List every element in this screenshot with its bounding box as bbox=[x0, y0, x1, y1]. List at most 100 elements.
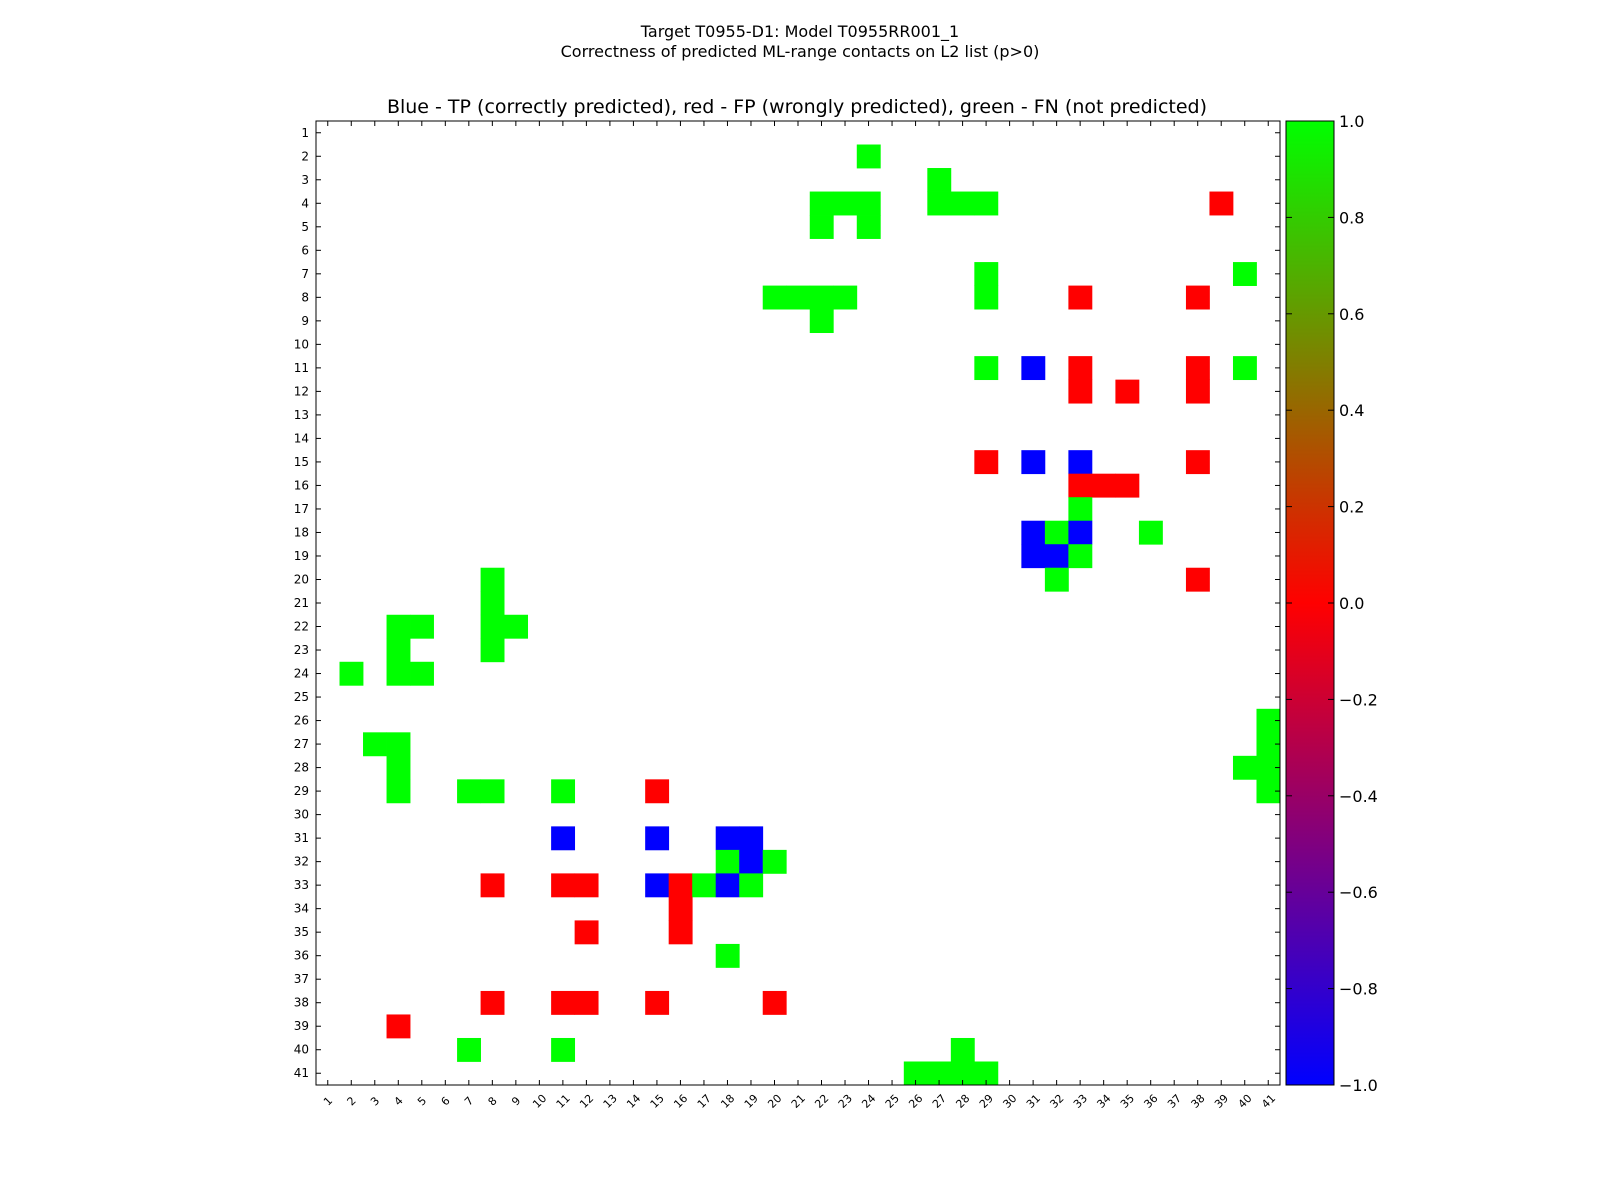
y-tick-label: 3 bbox=[301, 173, 309, 187]
heatmap-cell bbox=[551, 873, 576, 898]
heatmap-cell bbox=[645, 779, 670, 804]
y-tick-label: 30 bbox=[294, 808, 309, 822]
heatmap-cell bbox=[1044, 567, 1069, 592]
heatmap-cells bbox=[339, 144, 1281, 1086]
x-tick-label: 18 bbox=[718, 1092, 737, 1111]
x-tick-label: 2 bbox=[345, 1094, 359, 1108]
heatmap-cell bbox=[1256, 708, 1281, 733]
heatmap-cell bbox=[1232, 755, 1257, 780]
x-tick-label: 19 bbox=[742, 1092, 761, 1111]
colorbar-tick-label: −0.2 bbox=[1339, 690, 1378, 709]
heatmap-cell bbox=[480, 591, 505, 616]
heatmap-cell bbox=[386, 614, 411, 639]
heatmap-cell bbox=[551, 1037, 576, 1062]
heatmap-cell bbox=[645, 873, 670, 898]
heatmap-cell bbox=[386, 638, 411, 663]
y-tick-label: 35 bbox=[294, 925, 309, 939]
heatmap-cell bbox=[762, 849, 787, 874]
heatmap-cell bbox=[1185, 450, 1210, 475]
colorbar bbox=[1286, 121, 1334, 1085]
x-tick-label: 34 bbox=[1094, 1092, 1113, 1111]
heatmap-cell bbox=[1021, 356, 1046, 381]
x-tick-label: 25 bbox=[883, 1092, 902, 1111]
y-tick-label: 13 bbox=[294, 408, 309, 422]
y-tick-label: 19 bbox=[294, 549, 309, 563]
x-tick-label: 11 bbox=[554, 1092, 573, 1111]
y-tick-label: 6 bbox=[301, 243, 309, 257]
colorbar-tick-label: −0.4 bbox=[1339, 787, 1378, 806]
heatmap-cell bbox=[480, 990, 505, 1015]
x-tick-label: 4 bbox=[392, 1094, 406, 1108]
heatmap-cell bbox=[1068, 473, 1093, 498]
y-tick-label: 9 bbox=[301, 314, 309, 328]
x-tick-label: 6 bbox=[439, 1094, 453, 1108]
x-tick-label: 15 bbox=[648, 1092, 667, 1111]
x-tick-label: 7 bbox=[462, 1094, 476, 1108]
colorbar-tick-label: 0.6 bbox=[1339, 305, 1364, 324]
colorbar-tick-label: 0.4 bbox=[1339, 401, 1364, 420]
x-tick-label: 38 bbox=[1189, 1092, 1208, 1111]
y-tick-label: 37 bbox=[294, 972, 309, 986]
heatmap-cell bbox=[410, 614, 434, 639]
y-tick-label: 34 bbox=[294, 902, 309, 916]
x-tick-label: 23 bbox=[836, 1092, 855, 1111]
heatmap-cell bbox=[645, 990, 670, 1015]
heatmap-cell bbox=[480, 614, 505, 639]
x-tick-label: 5 bbox=[415, 1094, 429, 1108]
heatmap-cell bbox=[551, 826, 576, 851]
y-tick-label: 36 bbox=[294, 949, 309, 963]
x-tick-label: 10 bbox=[530, 1092, 549, 1111]
heatmap-cell bbox=[574, 873, 599, 898]
heatmap-cell bbox=[1256, 779, 1281, 804]
colorbar-tick-label: 0.0 bbox=[1339, 594, 1364, 613]
x-tick-label: 26 bbox=[906, 1092, 925, 1111]
heatmap-cell bbox=[739, 826, 764, 851]
y-tick-label: 41 bbox=[294, 1066, 309, 1080]
heatmap-cell bbox=[692, 873, 717, 898]
x-tick-label: 14 bbox=[624, 1092, 643, 1111]
y-tick-label: 5 bbox=[301, 220, 309, 234]
heatmap-cell bbox=[1068, 356, 1093, 381]
y-tick-label: 29 bbox=[294, 784, 309, 798]
heatmap-cell bbox=[386, 755, 411, 780]
y-tick-label: 25 bbox=[294, 690, 309, 704]
y-tick-label: 27 bbox=[294, 737, 309, 751]
x-tick-label: 30 bbox=[1000, 1092, 1019, 1111]
heatmap-cell bbox=[809, 309, 834, 334]
heatmap-cell bbox=[1091, 473, 1116, 498]
y-tick-label: 17 bbox=[294, 502, 309, 516]
heatmap-cell bbox=[410, 661, 434, 686]
heatmap-cell bbox=[386, 732, 411, 757]
heatmap-cell bbox=[833, 285, 858, 310]
heatmap-cell bbox=[386, 661, 411, 686]
y-tick-label: 33 bbox=[294, 878, 309, 892]
heatmap-cell bbox=[786, 285, 811, 310]
y-tick-label: 4 bbox=[301, 196, 309, 210]
heatmap-cell bbox=[668, 873, 693, 898]
y-tick-label: 38 bbox=[294, 996, 309, 1010]
heatmap-cell bbox=[950, 1061, 975, 1086]
heatmap-cell bbox=[1068, 544, 1093, 569]
heatmap-cell bbox=[504, 614, 529, 639]
heatmap-cell bbox=[927, 1061, 952, 1086]
heatmap-cell bbox=[1209, 191, 1234, 216]
x-tick-label: 41 bbox=[1259, 1092, 1278, 1111]
y-tick-label: 20 bbox=[294, 572, 309, 586]
x-tick-label: 21 bbox=[789, 1092, 808, 1111]
heatmap-cell bbox=[1044, 520, 1069, 545]
heatmap-cell bbox=[950, 191, 975, 216]
x-tick-label: 17 bbox=[695, 1092, 714, 1111]
x-tick-label: 9 bbox=[509, 1094, 523, 1108]
heatmap-cell bbox=[715, 943, 740, 968]
y-tick-label: 16 bbox=[294, 478, 309, 492]
plot-title: Blue - TP (correctly predicted), red - F… bbox=[387, 96, 1207, 118]
heatmap-cell bbox=[386, 1014, 411, 1039]
plot-background bbox=[316, 121, 1280, 1085]
heatmap-cell bbox=[457, 779, 481, 804]
heatmap-cell bbox=[1115, 379, 1140, 404]
heatmap-cell bbox=[715, 873, 740, 898]
y-tick-label: 23 bbox=[294, 643, 309, 657]
y-tick-label: 40 bbox=[294, 1043, 309, 1057]
heatmap-cell bbox=[386, 779, 411, 804]
y-tick-label: 21 bbox=[294, 596, 309, 610]
